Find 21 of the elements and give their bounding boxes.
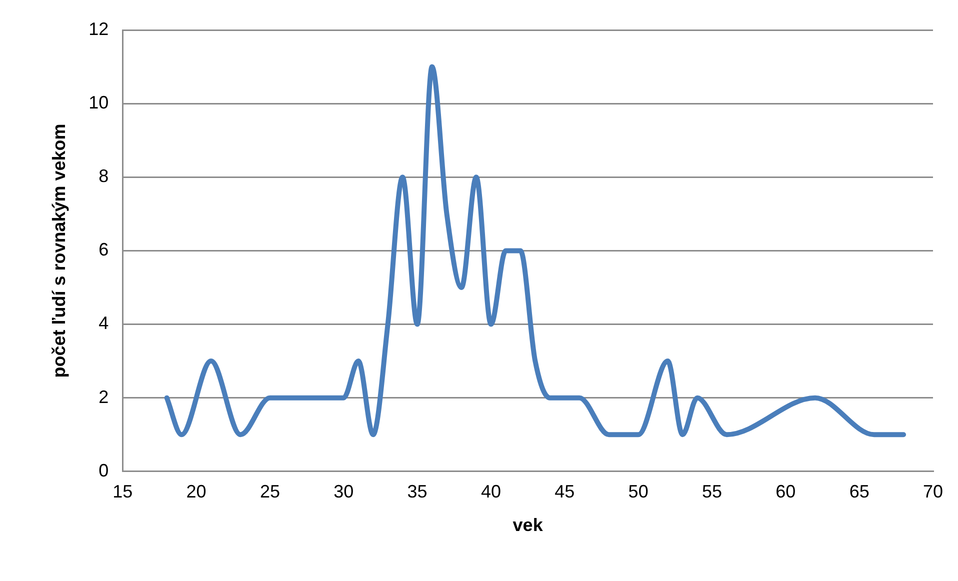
x-tick-label: 60 [776, 481, 796, 502]
y-tick-label: 4 [98, 313, 109, 334]
x-tick-label: 15 [112, 481, 133, 502]
x-tick-label: 25 [260, 481, 280, 502]
x-axis-title: vek [512, 515, 544, 536]
y-tick-label: 6 [98, 240, 109, 260]
x-tick-label: 65 [849, 481, 870, 502]
y-axis-title: počet ľudí s rovnakým vekom [48, 124, 69, 378]
y-tick-label: 12 [88, 18, 109, 39]
x-tick-label: 45 [554, 481, 575, 502]
x-tick-label: 55 [702, 481, 722, 502]
x-tick-label: 70 [922, 481, 944, 502]
y-tick-label: 10 [88, 92, 109, 113]
y-tick-label: 0 [98, 460, 109, 480]
y-tick-label: 2 [98, 386, 109, 407]
x-tick-label: 35 [407, 481, 428, 502]
x-tick-label: 20 [186, 481, 206, 502]
x-tick-label: 30 [334, 481, 354, 502]
y-tick-label: 8 [98, 166, 109, 186]
x-tick-label: 40 [480, 481, 501, 502]
x-tick-label: 50 [628, 481, 648, 502]
